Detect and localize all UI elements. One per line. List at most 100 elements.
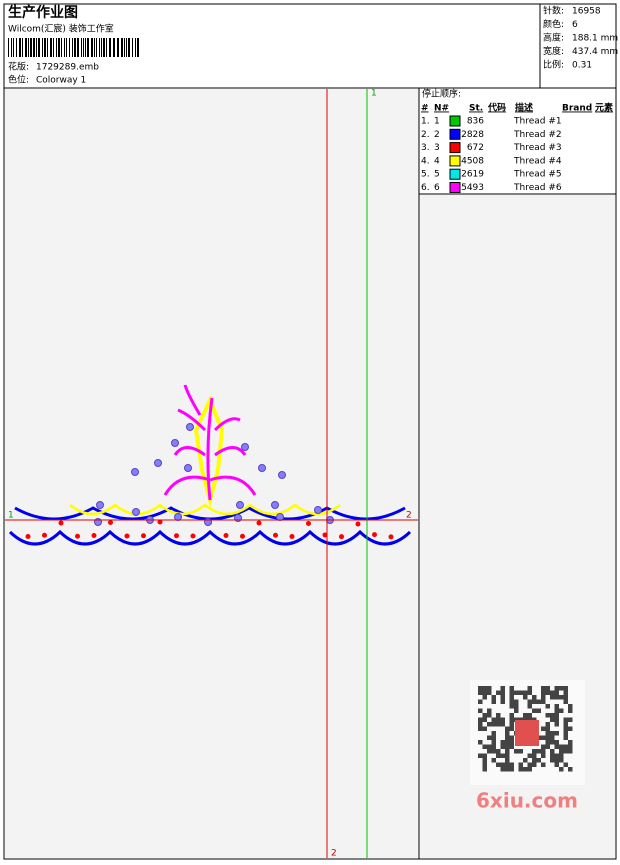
qr-cell [563,717,568,722]
qr-cell [514,749,519,754]
qr-cell [554,708,559,713]
flower-dot [258,464,266,472]
qr-cell [482,695,487,700]
bar [50,38,52,57]
color-swatch [449,168,461,180]
qr-cell [568,708,573,713]
column-header: 代码 [487,102,506,114]
column-header: Brand [562,104,592,114]
color-swatch [449,182,461,193]
qr-cell [509,740,514,745]
qr-cell [550,758,555,763]
design-label: 花版: [8,61,29,73]
qr-cell [509,744,514,749]
row-stitches: 2619 [461,170,484,180]
title: 生产作业图 [8,4,78,21]
qr-cell [491,749,496,754]
row-description: Thread #3 [513,143,562,153]
stat-label: 针数: [543,5,564,17]
qr-cell [563,690,568,695]
qr-cell [487,708,492,713]
qr-cell [545,686,550,691]
qr-cell [509,717,514,722]
flower-dot [174,513,182,521]
qr-cell [550,717,555,722]
qr-cell [563,699,568,704]
qr-cell [541,686,546,691]
qr-cell [505,758,510,763]
bar [16,38,17,57]
qr-cell [518,690,523,695]
qr-cell [550,690,555,695]
qr-cell [527,690,532,695]
qr-cell [482,686,487,691]
qr-cell [514,704,519,709]
colorway-label: 色位: [8,74,29,86]
flower-dot [186,423,194,431]
qr-cell [482,726,487,731]
qr-cell [545,726,550,731]
barcode [8,38,139,57]
stat-label: 高度: [543,32,564,44]
flower-dot [171,439,179,447]
color-swatch [449,142,461,154]
row-n: 1 [434,117,440,127]
qr-cell [478,753,483,758]
red-dot [42,532,47,538]
qr-cell [527,717,532,722]
qr-cell [541,735,546,740]
qr-cell [482,744,487,749]
qr-cell [554,744,559,749]
qr-cell [478,740,483,745]
flower-dot [154,459,162,467]
qr-cell [527,767,532,772]
column-header: 描述 [515,102,533,114]
guide-label: 2 [406,511,412,521]
bar [117,38,119,57]
qr-cell [532,695,537,700]
qr-cell [509,722,514,727]
red-dot [157,519,163,525]
row-stitches: 4508 [461,156,484,166]
row-description: Thread #6 [513,183,562,193]
qr-cell [509,762,514,767]
qr-cell [505,731,510,736]
stat-value: 437.4 mm [572,47,618,57]
qr-cell [491,740,496,745]
qr-cell [554,722,559,727]
qr-cell [532,762,537,767]
qr-cell [500,762,505,767]
bar [77,38,79,57]
qr-cell [545,731,550,736]
guide-label: 1 [371,89,377,99]
bar [58,38,60,57]
qr-cell [559,758,564,763]
bar [30,38,32,57]
qr-cell [505,762,510,767]
bar [124,38,125,57]
qr-cell [500,717,505,722]
bar [47,38,48,57]
qr-cell [482,753,487,758]
qr-cell [532,753,537,758]
qr-cell [559,744,564,749]
qr-cell [532,699,537,704]
qr-cell [491,758,496,763]
qr-cell [563,686,568,691]
qr-cell [536,708,541,713]
red-dot [174,533,179,539]
qr-cell [563,762,568,767]
qr-cell [545,722,550,727]
flower-dot [271,501,279,509]
qr-cell [500,690,505,695]
qr-cell [550,731,555,736]
qr-cell [509,690,514,695]
row-description: Thread #2 [513,130,562,140]
qr-cell [554,753,559,758]
qr-cell [550,713,555,718]
qr-cell [496,690,501,695]
row-n: 2 [434,130,440,140]
qr-cell [554,762,559,767]
column-header: # [421,104,429,114]
